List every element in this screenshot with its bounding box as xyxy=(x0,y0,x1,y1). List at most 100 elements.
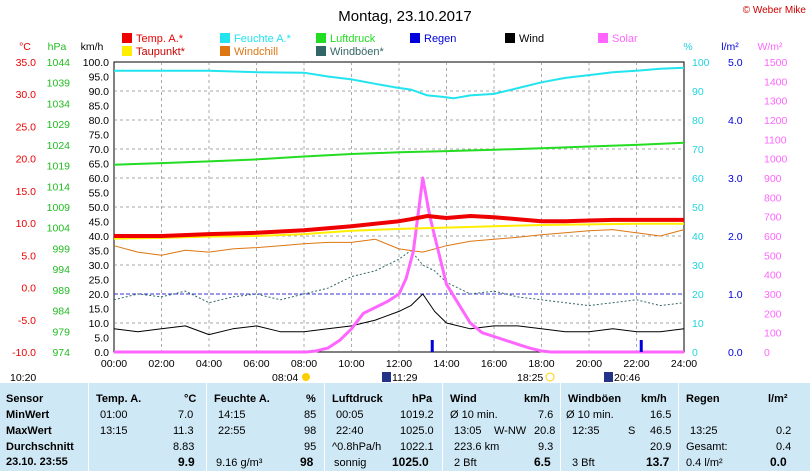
wind-axis-tick: 40.0 xyxy=(89,231,110,243)
solar-axis-tick: 100 xyxy=(764,328,782,340)
header-gusts: Windböen xyxy=(568,393,622,405)
gusts-current: 13.7 xyxy=(646,455,670,469)
solar-axis-tick: 800 xyxy=(764,192,782,204)
legend-label: Feuchte A.* xyxy=(234,33,292,45)
weather-chart: 00:00 02:00 04:00 06:00 08:00 10:00 12:00 14:00… xyxy=(10,5,807,383)
legend-swatch xyxy=(220,46,230,56)
pressure-state: sonnig xyxy=(334,457,367,469)
gusts-avg10: 16.5 xyxy=(650,409,672,421)
temp-axis-tick: -10.0 xyxy=(12,347,36,359)
header-humidity-unit: % xyxy=(306,393,316,405)
chart-title: Montag, 23.10.2017 xyxy=(338,8,471,25)
x-tick-label: 12:00 xyxy=(386,358,412,370)
solar-axis-unit: W/m² xyxy=(757,41,783,53)
series-taupunkt xyxy=(113,222,684,240)
header-sensor: Sensor xyxy=(6,393,44,405)
wind-axis-tick: 35.0 xyxy=(89,246,110,258)
legend-label: Luftdruck xyxy=(330,33,376,45)
rain-rate: 0.4 l/m² xyxy=(686,457,723,469)
marker-sunset: 18:25 xyxy=(517,372,543,383)
wind-avg10-label: Ø 10 min. xyxy=(450,409,498,421)
row-label-max: MaxWert xyxy=(6,425,52,437)
rain-current: 0.0 xyxy=(770,455,787,469)
header-temp: Temp. A. xyxy=(96,393,142,405)
chart-axes-layer: 00:00 02:00 04:00 06:00 08:00 10:00 12:00 14:00… xyxy=(10,41,788,383)
humidity-axis-tick: 0 xyxy=(692,347,698,359)
rain-total-label: Gesamt: xyxy=(686,441,728,453)
pressure-axis-tick: 984 xyxy=(52,306,70,318)
wind-axis-tick: 65.0 xyxy=(89,159,110,171)
pressure-axis-tick: 1019 xyxy=(47,161,71,173)
gusts-max-time: 12:35 xyxy=(572,425,600,437)
wind-axis-tick: 30.0 xyxy=(89,260,110,272)
solar-axis-tick: 200 xyxy=(764,308,782,320)
rain-axis-unit: l/m² xyxy=(721,41,739,53)
solar-axis-tick: 1200 xyxy=(764,115,788,127)
sunrise-icon xyxy=(302,373,310,381)
wind-axis-tick: 55.0 xyxy=(89,188,110,200)
wind-axis-tick: 100.0 xyxy=(83,57,109,69)
temp-axis-tick: 25.0 xyxy=(16,121,37,133)
pressure-current: 1025.0 xyxy=(392,455,429,469)
series-solar xyxy=(114,176,684,354)
wind-axis-tick: 45.0 xyxy=(89,217,110,229)
solar-axis-tick: 400 xyxy=(764,270,782,282)
pressure-min-time: 00:05 xyxy=(336,409,364,421)
pressure-axis-tick: 979 xyxy=(52,326,70,338)
temp-min-time: 01:00 xyxy=(100,409,128,421)
temp-axis-tick: 10.0 xyxy=(16,218,37,230)
wind-current: 6.5 xyxy=(534,455,551,469)
moonrise-icon xyxy=(382,372,391,382)
rain-max-time: 13:25 xyxy=(690,425,718,437)
wind-avg10: 7.6 xyxy=(538,409,554,421)
humidity-min: 85 xyxy=(304,409,317,421)
temp-axis-tick: 5.0 xyxy=(21,250,36,262)
header-rain: Regen xyxy=(686,393,720,405)
x-tick-label: 24:00 xyxy=(671,358,697,370)
wind-axis-tick: 5.0 xyxy=(94,333,109,345)
wind-axis-tick: 60.0 xyxy=(89,173,110,185)
temp-axis-tick: -5.0 xyxy=(18,315,36,327)
temp-axis-tick: 20.0 xyxy=(16,154,37,166)
wind-axis-tick: 15.0 xyxy=(89,304,110,316)
wind-distance: 223.6 km xyxy=(454,441,500,453)
chart-grid xyxy=(113,61,685,353)
chart-series-layer xyxy=(113,66,685,354)
temp-max: 11.3 xyxy=(173,425,194,437)
wind-axis-tick: 0.0 xyxy=(94,347,109,359)
marker-moonset: 20:46 xyxy=(614,372,640,383)
solar-axis-tick: 300 xyxy=(764,289,782,301)
wind-axis-tick: 95.0 xyxy=(89,72,110,84)
wind-avg: 9.3 xyxy=(538,441,554,453)
series-wind xyxy=(113,293,685,336)
humidity-axis-unit: % xyxy=(683,41,692,53)
pressure-axis-tick: 1044 xyxy=(47,57,71,69)
pressure-axis-tick: 1009 xyxy=(47,202,71,214)
wind-axis-tick: 85.0 xyxy=(89,101,110,113)
row-label-avg: Durchschnitt xyxy=(6,441,74,453)
header-gusts-unit: km/h xyxy=(641,393,667,405)
legend-label: Wind xyxy=(519,33,544,45)
wind-axis-tick: 70.0 xyxy=(89,144,110,156)
header-pressure: Luftdruck xyxy=(332,393,383,405)
wind-axis-tick: 75.0 xyxy=(89,130,110,142)
gusts-avg10-label: Ø 10 min. xyxy=(566,409,614,421)
solar-axis-tick: 1100 xyxy=(764,134,787,146)
sunset-icon xyxy=(545,372,555,382)
humidity-max-time: 22:55 xyxy=(218,425,246,437)
solar-axis-tick: 600 xyxy=(764,231,782,243)
header-rain-unit: l/m² xyxy=(768,393,788,405)
rain-bar xyxy=(639,340,643,352)
humidity-current: 98 xyxy=(300,455,314,469)
solar-axis-tick: 900 xyxy=(764,173,782,185)
row-label-min: MinWert xyxy=(6,409,50,421)
humidity-axis-tick: 100 xyxy=(692,57,710,69)
legend-label: Solar xyxy=(612,33,638,45)
statistics-table: Sensor Temp. A. °C Feuchte A. % Luftdruc… xyxy=(0,383,810,471)
temp-axis-tick: 30.0 xyxy=(16,89,37,101)
humidity-axis-tick: 90 xyxy=(692,86,704,98)
rain-max: 0.2 xyxy=(776,425,792,437)
x-tick-label: 14:00 xyxy=(433,358,459,370)
temp-current: 9.9 xyxy=(178,455,195,469)
credit-text: © Weber Mike xyxy=(743,5,807,16)
